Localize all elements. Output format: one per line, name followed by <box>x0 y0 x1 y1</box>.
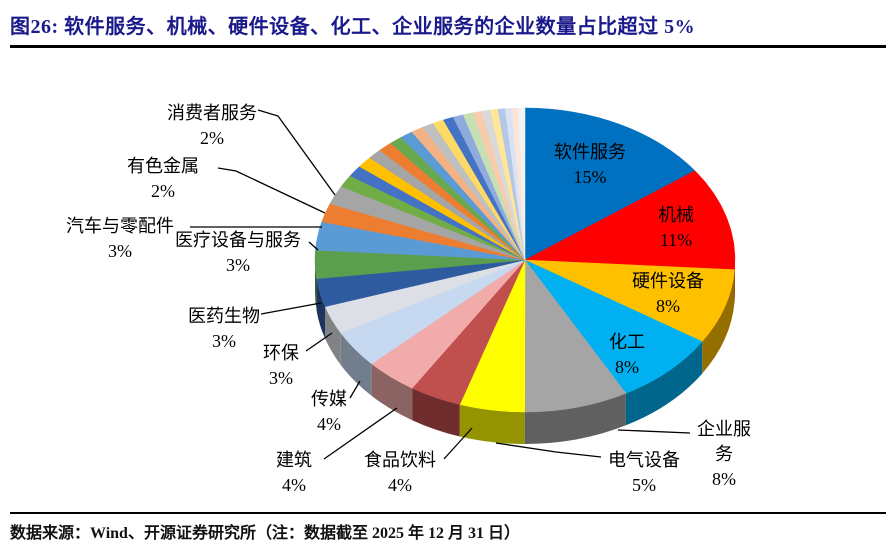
pie-slice-side-硬件设备 <box>702 269 735 374</box>
figure-title: 图26: 软件服务、机械、硬件设备、化工、企业服务的企业数量占比超过 5% <box>10 16 696 38</box>
leader-line-医药生物 <box>260 302 322 315</box>
pie-slice-side-医疗设备与服务 <box>315 260 317 311</box>
pie-slice-side-传媒 <box>340 332 372 396</box>
source-note: 数据来源：Wind、开源证券研究所（注：数据截至 2025 年 12 月 31 … <box>10 525 520 542</box>
pie-slice-side-企业服务 <box>524 393 626 445</box>
pie-slice-企业服务 <box>524 259 627 413</box>
pie-slice-软件服务 <box>524 107 696 261</box>
leader-line-传媒 <box>349 380 361 399</box>
title-rule <box>10 45 886 48</box>
pie-slice-small-35 <box>518 107 526 261</box>
pie-slice-side-建筑 <box>371 363 413 421</box>
leader-line-食品饮料 <box>443 427 473 460</box>
pie-slice-硬件设备 <box>524 259 735 342</box>
pie-slice-机械 <box>524 170 736 270</box>
pie-slice-side-电气设备 <box>459 404 525 444</box>
pie-slice-side-化工 <box>625 341 703 426</box>
pie-slice-side-环保 <box>325 306 341 365</box>
leader-line-建筑 <box>323 407 398 460</box>
footer-rule <box>10 512 886 514</box>
pie-slice-side-医药生物 <box>316 278 326 339</box>
leader-line-企业服务 <box>617 429 691 434</box>
leader-line-消费者服务 <box>257 109 336 196</box>
leader-line-有色金属 <box>217 167 326 214</box>
leader-line-电气设备 <box>495 442 602 458</box>
pie-slice-化工 <box>524 259 703 394</box>
leader-line-医疗设备与服务 <box>308 241 319 251</box>
pie-chart <box>0 50 894 510</box>
leader-line-环保 <box>305 332 333 352</box>
pie-slice-side-食品饮料 <box>412 388 460 437</box>
pie-3d-svg <box>190 107 736 460</box>
